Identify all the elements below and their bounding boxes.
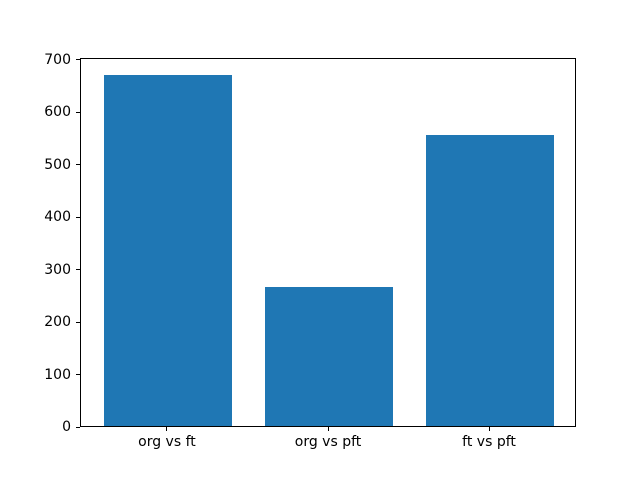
y-axis-tick-label: 300	[44, 261, 71, 278]
y-axis-tick-300	[76, 269, 80, 271]
x-axis-tick-org-vs-pft	[327, 427, 329, 431]
y-axis-tick-500	[76, 164, 80, 166]
y-axis-tick-label: 200	[44, 314, 71, 331]
bar-ft-vs-pft	[425, 135, 555, 426]
y-axis-tick-label: 600	[44, 104, 71, 121]
y-axis-tick-200	[76, 321, 80, 323]
y-axis-tick-600	[76, 111, 80, 113]
x-axis-category-label: org vs pft	[294, 434, 362, 450]
x-axis-category-label: org vs ft	[138, 434, 196, 450]
bar-org-vs-ft	[103, 74, 233, 426]
x-axis-tick-org-vs-ft	[166, 427, 168, 431]
bar-org-vs-pft	[264, 287, 394, 426]
y-axis-tick-label: 0	[62, 419, 71, 435]
y-axis-tick-100	[76, 374, 80, 376]
y-axis-tick-label: 500	[44, 156, 71, 173]
plot-area	[80, 58, 576, 427]
y-axis-tick-label: 700	[44, 51, 71, 68]
y-axis-tick-label: 100	[44, 366, 71, 383]
y-axis-tick-700	[76, 59, 80, 61]
x-axis-tick-ft-vs-pft	[488, 427, 490, 431]
y-axis-tick-0	[76, 426, 80, 428]
x-axis-category-label: ft vs pft	[462, 434, 516, 450]
y-axis-tick-400	[76, 216, 80, 218]
y-axis-tick-label: 400	[44, 209, 71, 226]
